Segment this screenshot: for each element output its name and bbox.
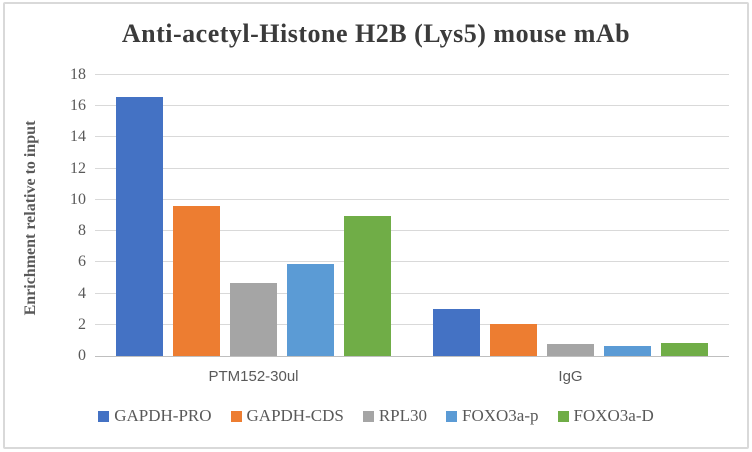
gridline	[95, 167, 729, 169]
y-tick-label: 2	[78, 315, 86, 333]
bar-FOXO3a-D	[661, 342, 708, 356]
bar-GAPDH-PRO	[433, 309, 480, 356]
y-tick-label: 6	[78, 253, 86, 271]
y-tick-label: 8	[78, 222, 86, 240]
chart-frame-border	[3, 2, 749, 449]
legend-label: FOXO3a-p	[462, 406, 539, 425]
gridline	[95, 292, 729, 294]
y-tick-label: 10	[70, 190, 86, 208]
legend-item-RPL30: RPL30	[362, 406, 427, 426]
gridline	[95, 74, 729, 75]
legend-swatch-icon	[98, 411, 110, 422]
bar-GAPDH-PRO	[116, 96, 163, 356]
gridline	[95, 261, 729, 263]
y-tick-label: 18	[70, 66, 86, 83]
legend-swatch-icon	[362, 411, 374, 422]
legend-label: GAPDH-CDS	[246, 406, 344, 425]
legend-label: FOXO3a-D	[573, 406, 654, 425]
y-tick-label: 0	[78, 347, 86, 364]
legend-item-FOXO3a-p: FOXO3a-p	[446, 406, 539, 426]
legend-swatch-icon	[230, 411, 242, 422]
y-axis-title: Enrichment relative to input	[22, 120, 39, 316]
bar-FOXO3a-D	[344, 215, 391, 356]
y-tick-label: 14	[70, 128, 86, 146]
bar-GAPDH-CDS	[173, 206, 220, 356]
bar-RPL30	[230, 282, 277, 356]
y-tick-label: 16	[70, 97, 86, 115]
y-tick-label: 12	[70, 159, 86, 177]
legend-label: RPL30	[378, 406, 427, 425]
gridline	[95, 198, 729, 200]
bar-GAPDH-CDS	[490, 324, 537, 356]
legend-swatch-icon	[557, 411, 569, 422]
legend-item-FOXO3a-D: FOXO3a-D	[557, 406, 654, 426]
gridline	[95, 105, 729, 107]
category-label-PTM152-30ul: PTM152-30ul	[208, 368, 299, 385]
bar-FOXO3a-p	[604, 345, 651, 356]
bar-RPL30	[547, 344, 594, 356]
chart-title: Anti-acetyl-Histone H2B (Lys5) mouse mAb	[121, 19, 631, 48]
gridline	[95, 230, 729, 232]
legend-item-GAPDH-CDS: GAPDH-CDS	[230, 406, 344, 426]
chart-legend: GAPDH-PRO GAPDH-CDS RPL30 FOXO3a-p FOXO3a-D	[0, 406, 752, 426]
legend-swatch-icon	[446, 411, 457, 422]
plot-area	[95, 74, 729, 357]
category-label-IgG: IgG	[558, 368, 583, 385]
gridline	[95, 323, 729, 325]
y-tick-label: 4	[78, 284, 86, 302]
legend-label: GAPDH-PRO	[114, 406, 212, 425]
bar-group-PTM152-30ul	[95, 75, 412, 356]
legend-item-GAPDH-PRO: GAPDH-PRO	[98, 406, 212, 426]
gridline	[95, 136, 729, 138]
bar-FOXO3a-p	[287, 263, 334, 356]
x-axis-line	[95, 356, 729, 357]
bar-group-IgG	[412, 75, 729, 356]
